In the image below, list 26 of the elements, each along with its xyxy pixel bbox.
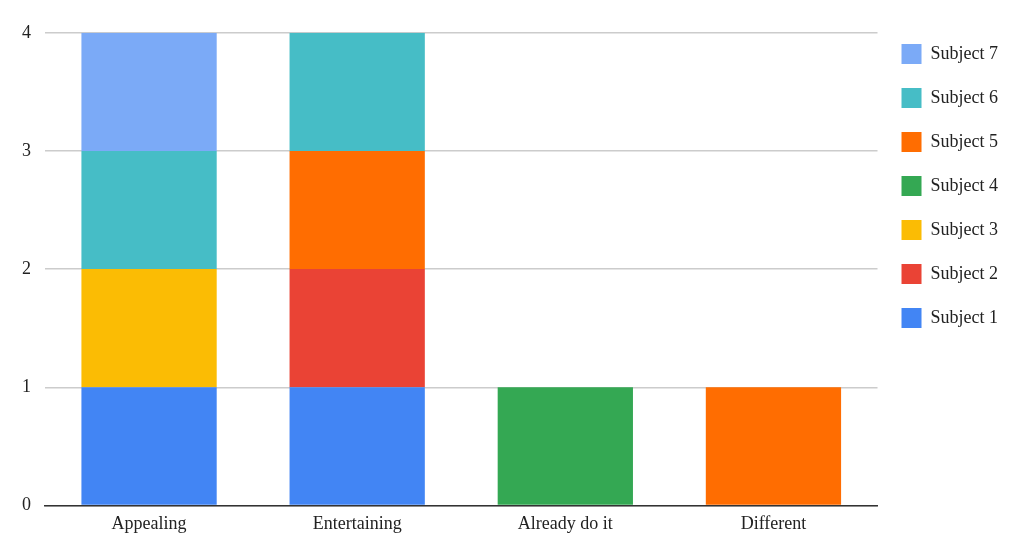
bar xyxy=(289,150,425,270)
bar xyxy=(289,269,425,388)
y-tick-label: 0 xyxy=(22,494,31,515)
y-tick-label: 4 xyxy=(22,21,31,42)
bar xyxy=(81,32,217,151)
legend-label: Subject 7 xyxy=(930,42,999,63)
y-tick-label: 1 xyxy=(22,375,31,396)
x-tick-label: Different xyxy=(740,512,807,533)
bar xyxy=(81,387,217,505)
legend-label: Subject 3 xyxy=(930,218,999,239)
legend-label: Subject 4 xyxy=(930,174,999,195)
legend-label: Subject 5 xyxy=(930,130,999,151)
legend-label: Subject 2 xyxy=(930,262,999,283)
legend-label: Subject 6 xyxy=(930,86,999,107)
bar xyxy=(289,32,425,151)
bar xyxy=(705,387,842,505)
y-tick-label: 2 xyxy=(22,257,31,278)
x-tick-label: Appealing xyxy=(111,512,187,533)
x-tick-label: Entertaining xyxy=(312,512,402,533)
legend-label: Subject 1 xyxy=(930,306,999,327)
bar xyxy=(81,269,217,388)
x-tick-label: Already do it xyxy=(517,512,613,533)
bar xyxy=(81,150,217,270)
bar xyxy=(497,387,633,505)
y-tick-label: 3 xyxy=(22,139,31,160)
bar xyxy=(289,387,425,505)
